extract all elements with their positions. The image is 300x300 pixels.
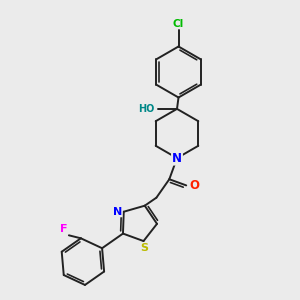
Text: F: F [60, 224, 68, 234]
Text: Cl: Cl [173, 19, 184, 29]
Text: N: N [113, 207, 122, 217]
Text: HO: HO [138, 104, 154, 114]
Text: N: N [172, 152, 182, 165]
Text: O: O [189, 179, 199, 192]
Text: S: S [140, 244, 148, 254]
